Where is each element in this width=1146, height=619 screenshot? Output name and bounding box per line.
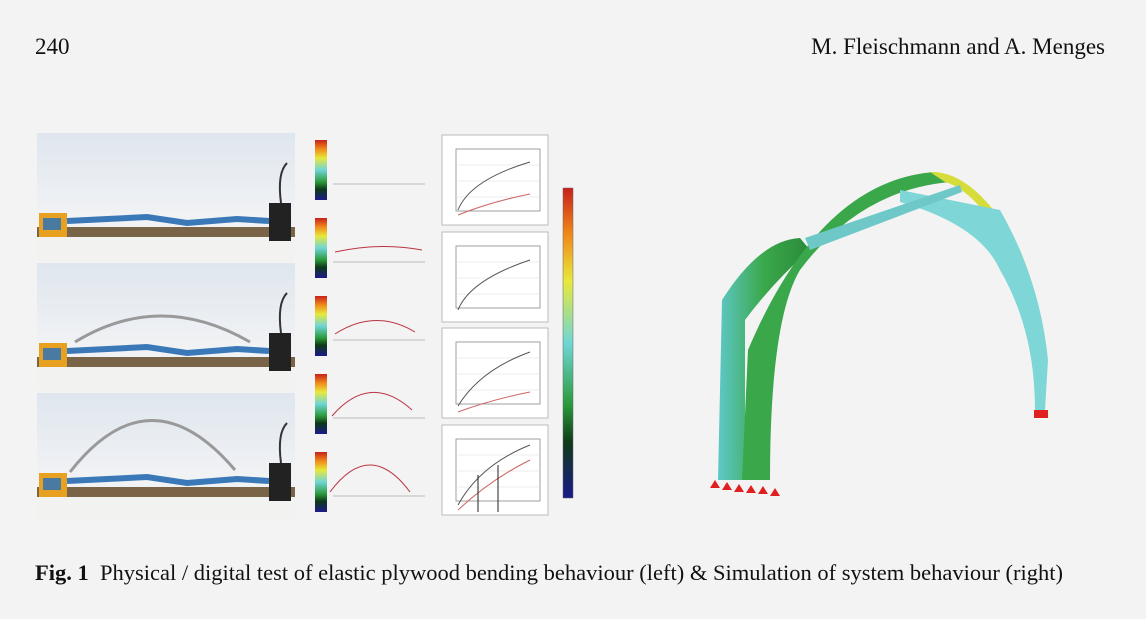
page-number: 240 [35,34,70,60]
photo-series [37,133,295,521]
caption-label: Fig. 1 [35,560,89,585]
caption-text: Physical / digital test of elastic plywo… [100,560,1063,585]
legend-colorbar [563,188,573,498]
authors: M. Fleischmann and A. Menges [811,34,1105,60]
arch-simulation [710,172,1048,496]
figure-caption: Fig. 1 Physical / digital test of elasti… [35,558,1107,588]
plots [442,135,548,515]
page: 240 M. Fleischmann and A. Menges [0,0,1146,619]
digital-curves [315,140,425,512]
figure [0,120,1146,540]
